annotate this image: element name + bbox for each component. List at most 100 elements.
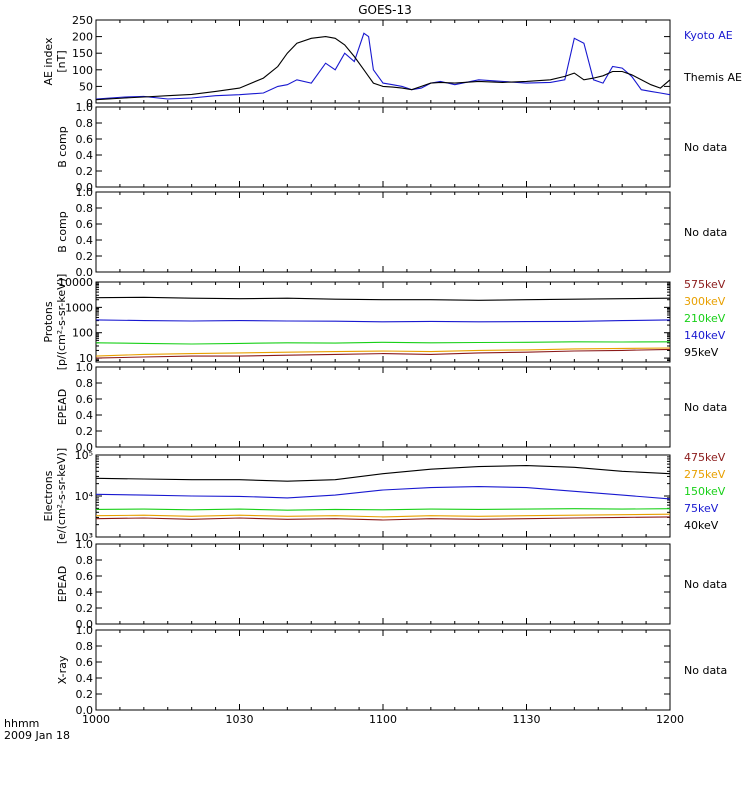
- y-tick-label: 10000: [58, 276, 93, 289]
- legend-entry: 475keV: [684, 451, 726, 464]
- series-line-40kev: [95, 465, 671, 482]
- y-axis-label: [p/(cm²-s-sr-keV)]: [55, 274, 68, 371]
- y-tick-label: 0.0: [76, 441, 94, 454]
- time-axis-label-date: 2009 Jan 18: [4, 729, 70, 742]
- series-line-300kev: [95, 347, 671, 357]
- x-tick-label: 1030: [226, 713, 254, 726]
- x-tick-label: 1100: [369, 713, 397, 726]
- y-tick-label: 0.4: [76, 409, 94, 422]
- series-line-275kev: [95, 513, 671, 518]
- no-data-label: No data: [684, 664, 727, 677]
- y-tick-label: 1.0: [76, 361, 94, 374]
- legend-entry: 300keV: [684, 295, 726, 308]
- legend-entry: 40keV: [684, 519, 719, 532]
- x-tick-label: 1000: [82, 713, 110, 726]
- y-tick-label: 0.8: [76, 377, 94, 390]
- panel-epead-1: 0.0 0.2 0.4 0.6 0.8 1.0 EPEAD No data: [56, 361, 727, 454]
- y-axis-label: Electrons: [42, 470, 55, 521]
- y-tick-label: 0.0: [76, 704, 94, 717]
- y-tick-label: 10³: [75, 531, 93, 544]
- y-tick-label: 1.0: [76, 538, 94, 551]
- legend-entry: 95keV: [684, 346, 719, 359]
- y-tick-label: 150: [72, 47, 93, 60]
- y-tick-label: 50: [79, 80, 93, 93]
- panel-electrons: 10³ 10⁴ 10⁵ Electrons [e/(cm²-s-sr-keV)] 475k…: [42, 448, 726, 544]
- panel-b-comp-1: 0.0 0.2 0.4 0.6 0.8 1.0 B comp No data: [56, 101, 727, 194]
- y-tick-label: 0.4: [76, 672, 94, 685]
- y-tick-label: 100: [72, 327, 93, 340]
- x-tick-label: 1130: [513, 713, 541, 726]
- legend-entry: Kyoto AE: [684, 29, 733, 42]
- series-line-95kev: [95, 296, 671, 301]
- series-line-210kev: [95, 341, 671, 345]
- y-tick-label: 0.2: [76, 425, 94, 438]
- y-tick-label: 0.4: [76, 586, 94, 599]
- y-tick-label: 10⁵: [75, 449, 93, 462]
- y-tick-label: 0.8: [76, 117, 94, 130]
- no-data-label: No data: [684, 141, 727, 154]
- figure-title: GOES-13: [358, 3, 412, 17]
- plot-frame: [95, 629, 671, 711]
- plot-frame: [95, 19, 671, 104]
- y-tick-label: 0.6: [76, 133, 94, 146]
- y-tick-label: 0.2: [76, 602, 94, 615]
- y-axis-label: Protons: [42, 301, 55, 342]
- panel-ae-index: 0 50 100 150 200 250 AE index [nT] Kyoto AE Themi…: [42, 14, 742, 110]
- y-axis-label: X-ray: [56, 655, 69, 684]
- legend-entry: 140keV: [684, 329, 726, 342]
- y-tick-label: 0.0: [76, 266, 94, 279]
- legend-entry: 150keV: [684, 485, 726, 498]
- plot-frame: [95, 543, 671, 625]
- no-data-label: No data: [684, 226, 727, 239]
- y-tick-label: 0.6: [76, 656, 94, 669]
- y-tick-label: 0.6: [76, 218, 94, 231]
- y-axis-label: AE index: [42, 37, 55, 86]
- y-tick-label: 1000: [65, 301, 93, 314]
- y-tick-label: 1.0: [76, 186, 94, 199]
- panel-b-comp-2: 0.0 0.2 0.4 0.6 0.8 1.0 B comp No data: [56, 186, 727, 279]
- series-line-150kev: [95, 508, 671, 511]
- y-tick-label: 0.4: [76, 234, 94, 247]
- y-axis-label: EPEAD: [56, 566, 69, 603]
- no-data-label: No data: [684, 578, 727, 591]
- y-tick-label: 200: [72, 31, 93, 44]
- y-tick-label: 0.2: [76, 688, 94, 701]
- no-data-label: No data: [684, 401, 727, 414]
- y-axis-label: B comp: [56, 126, 69, 168]
- plot-frame: [95, 191, 671, 273]
- y-tick-label: 0.0: [76, 181, 94, 194]
- y-axis-label: B comp: [56, 211, 69, 253]
- series-line-themis-ae: [95, 36, 671, 101]
- y-tick-label: 0.8: [76, 202, 94, 215]
- panel-epead-2: 0.0 0.2 0.4 0.6 0.8 1.0 EPEAD No data: [56, 538, 727, 631]
- y-tick-label: 0.0: [76, 618, 94, 631]
- series-line-475kev: [95, 516, 671, 521]
- x-tick-label: 1200: [656, 713, 684, 726]
- time-axis-label-hhmm: hhmm: [4, 717, 39, 730]
- y-tick-label: 0.4: [76, 149, 94, 162]
- y-tick-label: 10: [79, 352, 93, 365]
- series-line-75kev: [95, 486, 671, 500]
- y-axis-label: EPEAD: [56, 389, 69, 426]
- legend-entry: 575keV: [684, 278, 726, 291]
- y-axis-label: [e/(cm²-s-sr-keV)]: [55, 448, 68, 544]
- plot-frame: [95, 106, 671, 188]
- y-tick-label: 0.6: [76, 570, 94, 583]
- legend-entry: Themis AE: [683, 71, 742, 84]
- series-line-kyoto-ae: [95, 32, 671, 100]
- y-tick-label: 0.6: [76, 393, 94, 406]
- y-tick-label: 1.0: [76, 101, 94, 114]
- y-tick-label: 100: [72, 64, 93, 77]
- panel-stack: 0 50 100 150 200 250 AE index [nT] Kyoto AE Themi…: [42, 14, 742, 726]
- y-tick-label: 0: [86, 97, 93, 110]
- legend-entry: 210keV: [684, 312, 726, 325]
- panel-x-ray: 0.0 0.2 0.4 0.6 0.8 1.0 X-ray No data: [56, 624, 727, 717]
- y-tick-label: 250: [72, 14, 93, 27]
- series-line-140kev: [95, 319, 671, 323]
- y-tick-label: 0.2: [76, 250, 94, 263]
- legend-entry: 275keV: [684, 468, 726, 481]
- plot-frame: [95, 366, 671, 448]
- y-axis-label: [nT]: [55, 50, 68, 72]
